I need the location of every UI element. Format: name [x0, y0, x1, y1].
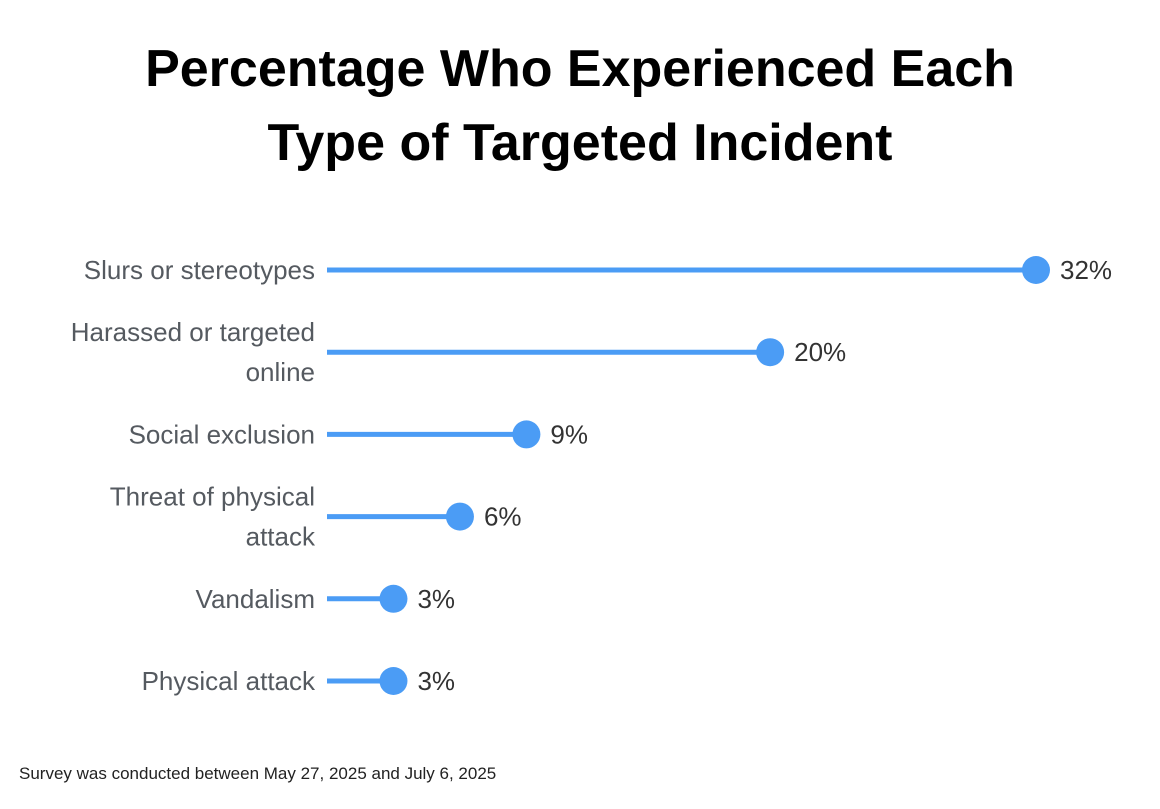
- category-label-line: Slurs or stereotypes: [84, 255, 315, 285]
- category-label-line: Threat of physical: [110, 482, 315, 512]
- survey-footnote: Survey was conducted between May 27, 202…: [19, 764, 497, 783]
- value-label: 9%: [550, 419, 588, 449]
- lollipop-dot: [379, 667, 408, 695]
- lollipop-dot: [1022, 256, 1050, 284]
- value-label: 6%: [484, 502, 522, 532]
- chart-title: Percentage Who Experienced Each Type of …: [0, 32, 1160, 180]
- value-label: 32%: [1060, 255, 1112, 285]
- category-label-line: Physical attack: [142, 666, 316, 696]
- category-label-line: online: [246, 357, 315, 387]
- data-row: 9% Social exclusion: [129, 419, 588, 449]
- value-label: 20%: [794, 337, 846, 367]
- data-row: 32% Slurs or stereotypes: [84, 255, 1112, 285]
- category-label: Threat of physical attack: [110, 482, 316, 552]
- lollipop-dot: [756, 338, 785, 367]
- value-label: 3%: [417, 666, 455, 696]
- category-label-line: attack: [246, 522, 316, 552]
- chart-title-line-2: Type of Targeted Incident: [267, 114, 893, 172]
- lollipop-dot: [445, 502, 474, 531]
- data-row: 3% Vandalism: [196, 584, 456, 614]
- category-label-line: Social exclusion: [129, 419, 315, 449]
- category-label: Slurs or stereotypes: [84, 255, 315, 285]
- lollipop-dot: [512, 420, 541, 449]
- category-label: Vandalism: [196, 584, 315, 614]
- category-label: Harassed or targeted online: [71, 317, 315, 387]
- data-row: 6% Threat of physical attack: [110, 482, 522, 552]
- lollipop-dot: [379, 584, 408, 613]
- category-label-line: Vandalism: [196, 584, 315, 614]
- category-label: Physical attack: [142, 666, 316, 696]
- category-label: Social exclusion: [129, 419, 315, 449]
- chart-title-line-1: Percentage Who Experienced Each: [145, 40, 1015, 98]
- category-label-line: Harassed or targeted: [71, 317, 315, 347]
- value-label: 3%: [417, 584, 455, 614]
- data-row: 20% Harassed or targeted online: [71, 317, 846, 387]
- data-row: 3% Physical attack: [142, 666, 455, 696]
